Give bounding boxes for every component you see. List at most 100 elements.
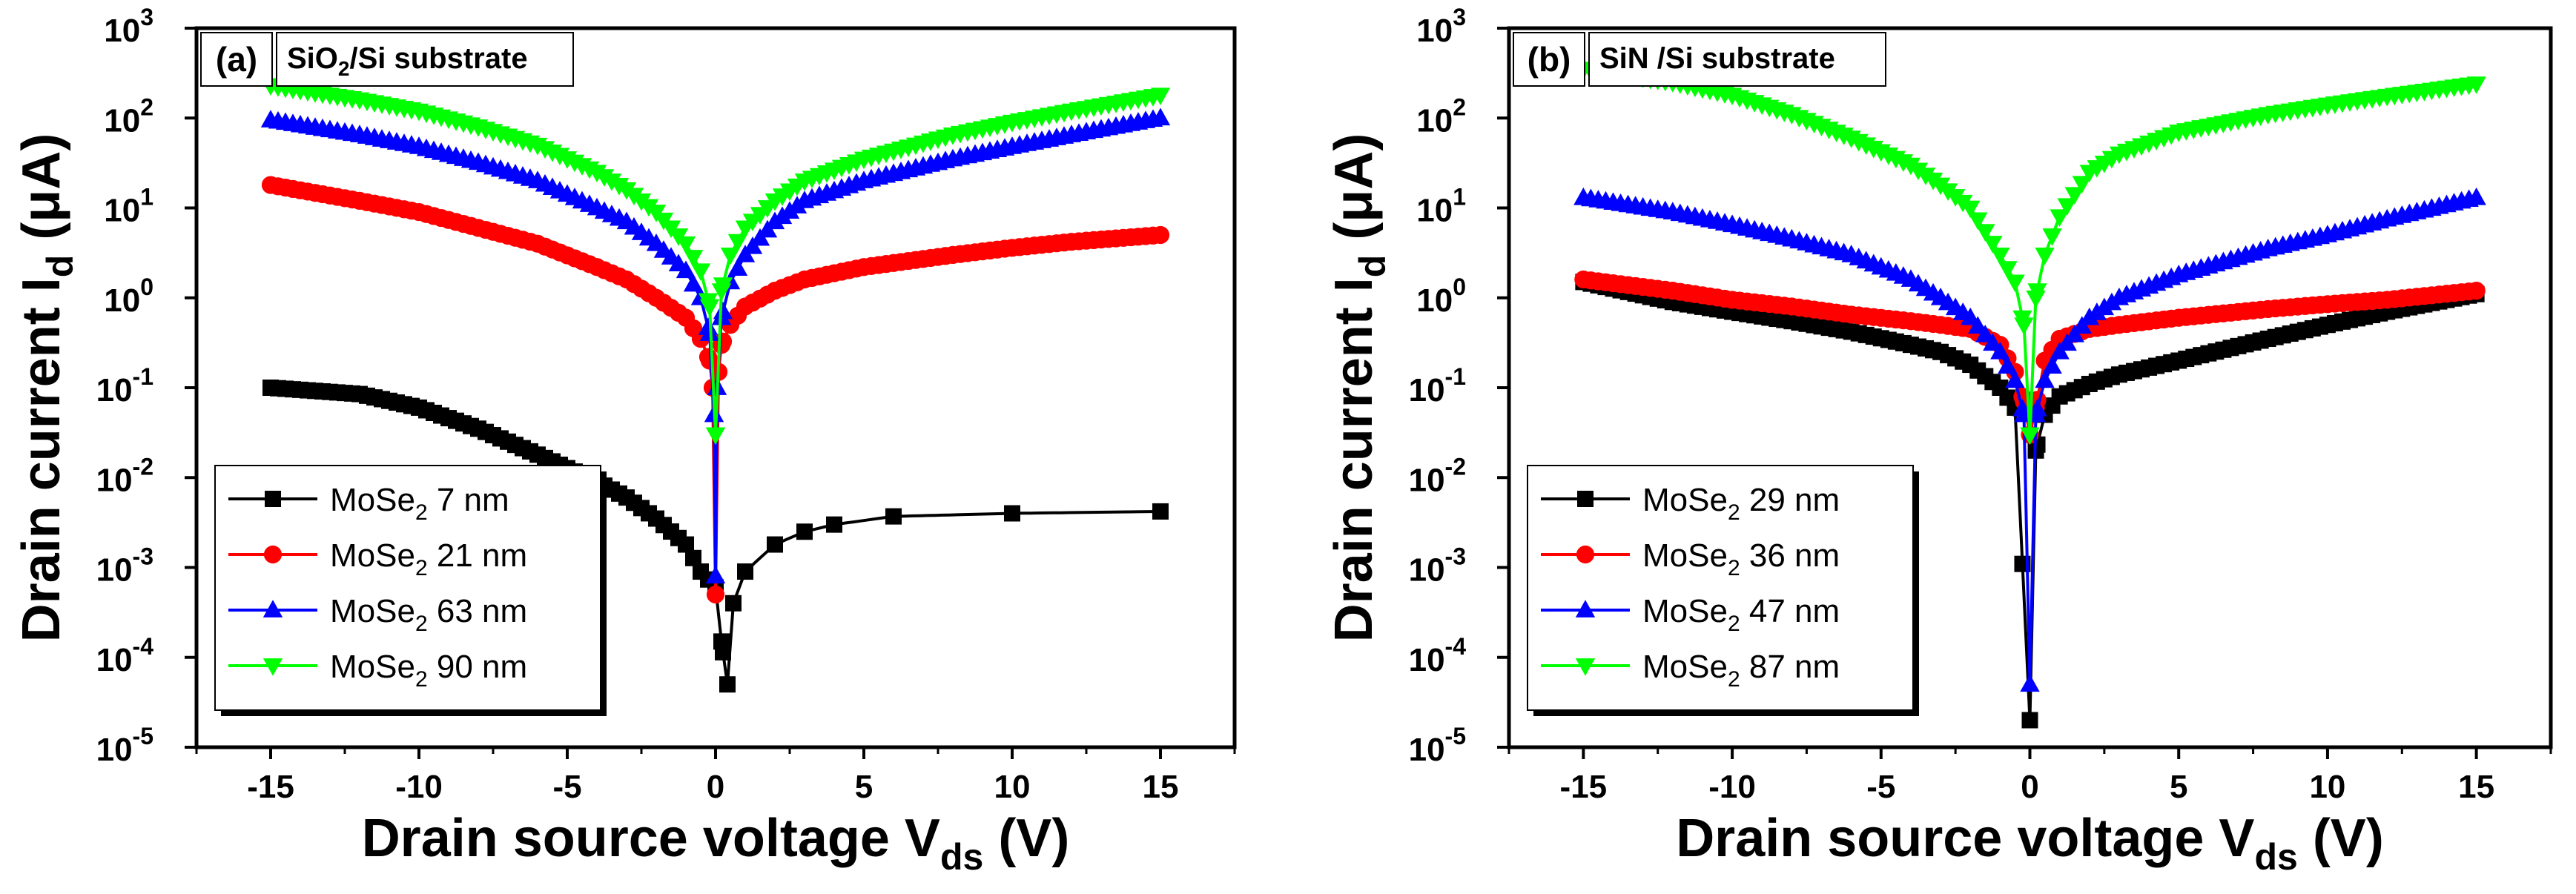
data-point xyxy=(685,549,701,566)
x-tick-label: -10 xyxy=(395,769,443,805)
series-mose2-87-nm xyxy=(1573,62,2486,446)
data-point xyxy=(1150,107,1171,126)
x-tick-label: 0 xyxy=(707,769,724,805)
plot-area xyxy=(1573,62,2486,729)
data-point xyxy=(737,563,753,580)
data-point xyxy=(1151,225,1170,245)
data-point xyxy=(2035,370,2055,388)
legend-entry: MoSe2 7 nm xyxy=(228,482,509,525)
y-tick-label: 100 xyxy=(104,274,153,319)
data-point xyxy=(796,523,813,540)
legend-entry: MoSe2 36 nm xyxy=(1541,537,1840,580)
data-point xyxy=(678,536,694,553)
x-tick-label: -5 xyxy=(552,769,581,805)
data-point xyxy=(2064,187,2084,205)
data-point xyxy=(713,332,733,351)
legend-marker xyxy=(265,491,281,507)
data-point xyxy=(1998,356,2018,374)
legend-label: MoSe2 7 nm xyxy=(330,482,509,525)
legend-entry: MoSe2 47 nm xyxy=(1541,593,1840,636)
data-point xyxy=(713,301,733,319)
panel-tag-text: (a) xyxy=(216,40,257,79)
data-point xyxy=(885,508,902,525)
data-point xyxy=(2042,228,2062,246)
x-axis-title: Drain source voltage Vds (V) xyxy=(1676,809,2384,878)
legend-label: MoSe2 21 nm xyxy=(330,537,527,580)
data-point xyxy=(1152,503,1169,520)
data-point xyxy=(683,250,704,268)
data-point xyxy=(705,566,726,584)
x-tick-label: 5 xyxy=(855,769,873,805)
data-point xyxy=(826,516,842,533)
x-tick-label: 5 xyxy=(2170,769,2187,805)
data-point xyxy=(2072,176,2092,193)
data-point xyxy=(2005,370,2025,388)
data-point xyxy=(1998,261,2018,279)
legend-label: MoSe2 63 nm xyxy=(330,593,527,636)
panel-b: -15 -10 -5 0 5 10 15 10-5 10-4 10-3 10-2 10-1 100 101… xyxy=(1324,4,2553,878)
data-point xyxy=(2042,356,2062,374)
data-point xyxy=(699,299,720,317)
legend-label: MoSe2 87 nm xyxy=(1642,649,1840,692)
substrate-label-text: SiO2/Si substrate xyxy=(287,42,528,80)
legend-entry: MoSe2 21 nm xyxy=(228,537,527,580)
x-tick-label: 10 xyxy=(2309,769,2345,805)
x-tick-label: 0 xyxy=(2021,769,2038,805)
y-tick-label: 10-2 xyxy=(1409,453,1466,498)
y-tick-label: 100 xyxy=(1416,274,1466,319)
data-point xyxy=(676,236,696,254)
data-point xyxy=(719,676,736,693)
y-tick-label: 10-5 xyxy=(1409,723,1466,768)
y-tick-label: 103 xyxy=(1416,4,1466,49)
data-point xyxy=(2057,198,2077,216)
data-point xyxy=(1983,236,2003,254)
data-point xyxy=(1004,505,1020,522)
y-tick-label: 10-4 xyxy=(1409,633,1467,678)
data-point xyxy=(2026,290,2046,308)
panel-tag: (b) xyxy=(1513,32,1585,87)
data-point xyxy=(727,234,748,252)
data-point xyxy=(2466,76,2486,94)
legend-marker xyxy=(1575,600,1596,617)
series-mose2-7-nm xyxy=(262,380,1169,693)
legend-entry: MoSe2 90 nm xyxy=(228,649,527,692)
data-point xyxy=(715,643,731,660)
data-point xyxy=(2027,283,2047,301)
series-line xyxy=(1583,67,2477,435)
legend-entry: MoSe2 63 nm xyxy=(228,593,527,636)
y-tick-label: 10-4 xyxy=(96,633,154,678)
data-point xyxy=(2021,712,2038,729)
data-point xyxy=(2035,247,2055,265)
legend-entry: MoSe2 87 nm xyxy=(1541,649,1840,692)
y-tick-label: 10-1 xyxy=(96,363,153,408)
legend: MoSe2 29 nm MoSe2 36 nm MoSe2 47 nm MoSe2 8… xyxy=(1527,465,1919,716)
y-tick-label: 101 xyxy=(104,184,153,229)
y-tick-label: 10-2 xyxy=(96,453,153,498)
legend-label: MoSe2 47 nm xyxy=(1642,593,1840,636)
series-mose2-47-nm xyxy=(1573,187,2486,692)
y-axis-title: Drain current Id (μA) xyxy=(12,133,81,643)
y-tick-label: 10-3 xyxy=(96,543,153,589)
legend: MoSe2 7 nm MoSe2 21 nm MoSe2 63 nm MoSe2 90… xyxy=(214,465,607,716)
data-point xyxy=(2020,427,2040,446)
y-tick-label: 101 xyxy=(1416,184,1466,229)
x-axis-title: Drain source voltage Vds (V) xyxy=(362,809,1070,878)
y-tick-label: 102 xyxy=(1416,93,1466,139)
x-tick-label: -15 xyxy=(247,769,294,805)
data-point xyxy=(690,263,711,282)
data-point xyxy=(713,277,733,295)
series-mose2-21-nm xyxy=(261,176,1170,604)
x-tick-label: 10 xyxy=(994,769,1031,805)
legend-marker xyxy=(1575,658,1596,676)
legend-label: MoSe2 29 nm xyxy=(1642,482,1840,525)
data-point xyxy=(2050,209,2070,228)
legend-marker xyxy=(262,600,283,617)
data-point xyxy=(1990,247,2010,265)
data-point xyxy=(767,536,783,553)
legend-marker xyxy=(1577,491,1594,507)
data-point xyxy=(683,274,704,292)
panel-tag: (a) xyxy=(200,32,273,87)
data-point xyxy=(2027,399,2047,417)
x-tick-label: -5 xyxy=(1866,769,1895,805)
y-tick-label: 10-5 xyxy=(96,723,153,768)
